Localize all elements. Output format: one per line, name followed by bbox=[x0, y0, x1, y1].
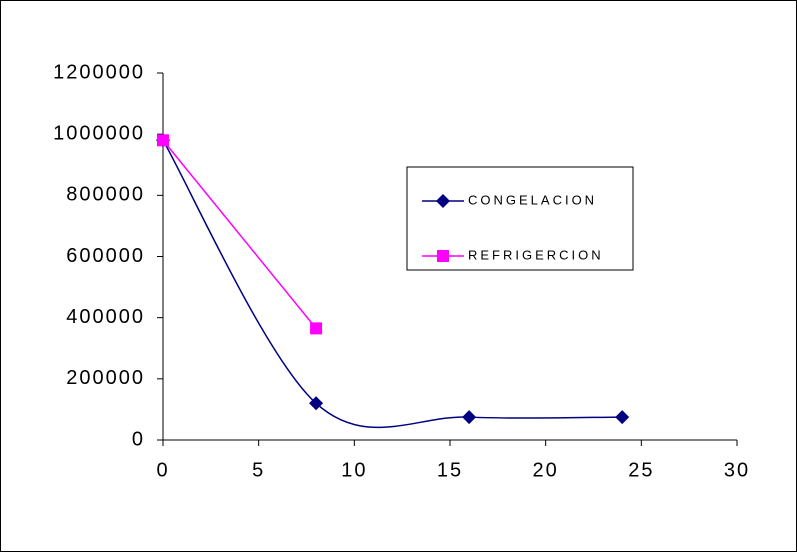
y-tick-label: 600000 bbox=[66, 245, 145, 267]
chart: 0 200000 400000 600000 800000 1000000 1200000 0… bbox=[0, 0, 797, 552]
x-tick-label: 30 bbox=[724, 459, 750, 481]
y-tick-label: 0 bbox=[132, 428, 145, 450]
x-tick-label: 10 bbox=[341, 459, 367, 481]
legend-label: CONGELACION bbox=[468, 192, 597, 207]
data-point bbox=[310, 322, 322, 334]
y-tick-label: 1200000 bbox=[53, 61, 145, 83]
y-tick-label: 800000 bbox=[66, 184, 145, 206]
x-tick-label: 20 bbox=[533, 459, 559, 481]
legend-label: REFRIGERCION bbox=[468, 247, 604, 262]
x-tick-label: 0 bbox=[156, 459, 169, 481]
y-tick-label: 200000 bbox=[66, 367, 145, 389]
x-tick-label: 5 bbox=[252, 459, 265, 481]
y-tick-label: 400000 bbox=[66, 306, 145, 328]
page: 0 200000 400000 600000 800000 1000000 1200000 0… bbox=[0, 0, 797, 552]
legend-marker bbox=[437, 250, 449, 262]
x-tick-label: 25 bbox=[628, 459, 654, 481]
x-tick-label: 15 bbox=[437, 459, 463, 481]
data-point bbox=[157, 134, 169, 146]
y-tick-label: 1000000 bbox=[53, 122, 145, 144]
